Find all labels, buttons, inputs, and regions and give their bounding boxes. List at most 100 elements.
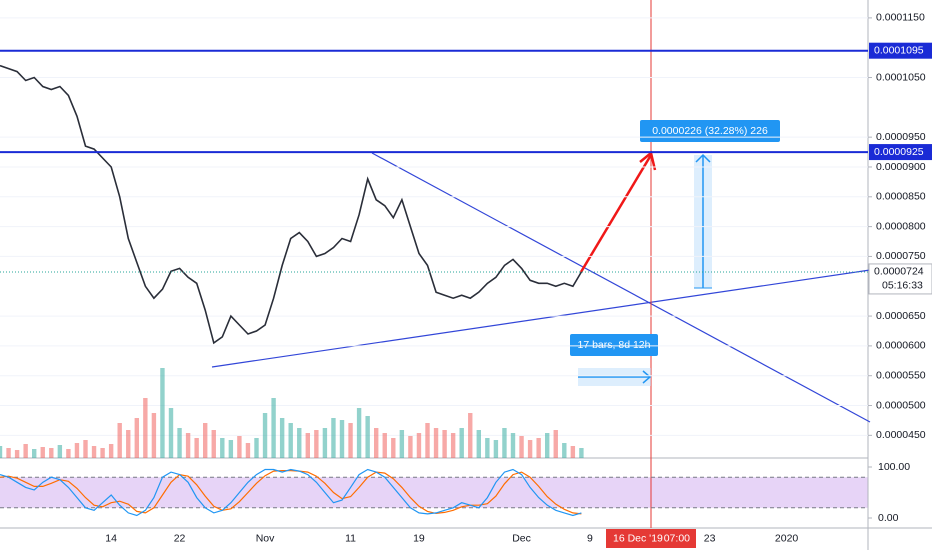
volume-bar bbox=[126, 430, 131, 458]
x-tick-label: Nov bbox=[256, 532, 275, 544]
volume-bar bbox=[519, 436, 524, 458]
crosshair-time: 07:00 bbox=[664, 532, 690, 544]
volume-bar bbox=[23, 444, 28, 458]
volume-bar bbox=[245, 443, 251, 458]
x-tick-label: 19 bbox=[413, 532, 425, 544]
volume-bar bbox=[374, 428, 379, 458]
crosshair-date-box bbox=[606, 529, 696, 548]
y-tick-label: 0.0000500 bbox=[876, 399, 926, 411]
trendline-lower bbox=[211, 269, 871, 368]
volume-bar bbox=[305, 433, 310, 458]
volume-bar bbox=[476, 430, 481, 458]
volume-bar bbox=[0, 446, 3, 458]
volume-bar bbox=[322, 428, 328, 458]
volume-bar bbox=[134, 418, 139, 458]
x-tick-label: 2020 bbox=[775, 532, 799, 544]
volume-bar bbox=[83, 440, 88, 458]
volume-bar bbox=[177, 428, 182, 458]
projection-arrow bbox=[579, 154, 653, 273]
range-arrow-head bbox=[642, 370, 652, 384]
volume-bar bbox=[433, 428, 439, 458]
volume-bar bbox=[108, 444, 114, 458]
volume-bar bbox=[502, 428, 507, 458]
volume-bar bbox=[485, 438, 490, 458]
level-label-box bbox=[869, 144, 932, 161]
volume-bar bbox=[271, 398, 276, 458]
volume-bar bbox=[348, 423, 353, 458]
volume-bar bbox=[220, 438, 225, 458]
volume-bar bbox=[203, 423, 208, 458]
volume-bar bbox=[399, 430, 405, 458]
volume-bar bbox=[14, 450, 20, 458]
x-tick-label: 9 bbox=[587, 532, 593, 544]
x-tick-label: 22 bbox=[174, 532, 186, 544]
volume-bar bbox=[66, 449, 71, 458]
last-price-box bbox=[868, 263, 932, 295]
y-tick-label: 0.0000900 bbox=[876, 161, 926, 173]
last-price-label: 0.0000724 bbox=[874, 266, 924, 278]
volume-bar bbox=[91, 446, 97, 458]
y-tick-label: 0.0000750 bbox=[876, 250, 926, 262]
volume-bar bbox=[143, 398, 148, 458]
volume-bar bbox=[331, 418, 336, 458]
volume-bar bbox=[160, 368, 165, 458]
volume-bar bbox=[391, 438, 396, 458]
volume-bar bbox=[468, 413, 473, 458]
volume-bar bbox=[100, 448, 105, 458]
volume-bar bbox=[416, 433, 422, 458]
y-tick-label: 0.0000800 bbox=[876, 220, 926, 232]
volume-bar bbox=[536, 438, 541, 458]
level-label-box bbox=[869, 42, 932, 59]
volume-bar bbox=[545, 433, 550, 458]
volume-bar bbox=[450, 433, 456, 458]
range-label-box bbox=[570, 334, 658, 356]
level-label: 0.0001095 bbox=[874, 44, 924, 56]
volume-bar bbox=[408, 436, 413, 458]
volume-bar bbox=[254, 438, 259, 458]
volume-bar bbox=[297, 428, 302, 458]
y-tick-label: 0.0001150 bbox=[876, 12, 925, 24]
x-tick-label: Dec bbox=[512, 532, 531, 544]
y-tick-label: 0.0000600 bbox=[876, 340, 926, 352]
range-label: 17 bars, 8d 12h bbox=[578, 339, 651, 351]
crosshair-date: 16 Dec '19 bbox=[613, 532, 663, 544]
volume-bar bbox=[510, 433, 516, 458]
volume-bar bbox=[57, 445, 63, 458]
volume-bar bbox=[288, 423, 293, 458]
y-tick-label: 100.00 bbox=[878, 461, 910, 473]
y-tick-label: 0.0000650 bbox=[876, 310, 926, 322]
volume-bar bbox=[262, 413, 268, 458]
volume-bar bbox=[579, 448, 584, 458]
volume-bar bbox=[40, 447, 45, 458]
measure-label: 0.0000226 (32.28%) 226 bbox=[652, 125, 768, 137]
level-label: 0.0000925 bbox=[874, 146, 924, 158]
measure-arrow-head bbox=[695, 153, 711, 163]
volume-bar bbox=[570, 446, 576, 458]
volume-bar bbox=[425, 423, 430, 458]
volume-bar bbox=[553, 430, 558, 458]
volume-bar bbox=[339, 420, 345, 458]
oscillator-d bbox=[0, 470, 582, 515]
volume-bar bbox=[356, 408, 362, 458]
volume-bar bbox=[185, 433, 191, 458]
y-tick-label: 0.0000450 bbox=[876, 429, 926, 441]
x-tick-label: 23 bbox=[704, 532, 716, 544]
volume-bar bbox=[74, 443, 80, 458]
oscillator-k bbox=[0, 468, 582, 517]
volume-bar bbox=[194, 438, 199, 458]
volume-bar bbox=[527, 440, 533, 458]
y-tick-label: 0.0000550 bbox=[876, 369, 926, 381]
trendline-upper bbox=[371, 152, 871, 423]
volume-bar bbox=[32, 449, 37, 458]
volume-bar bbox=[117, 423, 122, 458]
volume-bar bbox=[168, 408, 174, 458]
measure-label-box bbox=[640, 120, 780, 142]
volume-bar bbox=[314, 430, 319, 458]
volume-bar bbox=[228, 440, 234, 458]
volume-bar bbox=[459, 428, 464, 458]
volume-bar bbox=[382, 433, 387, 458]
x-tick-label: 14 bbox=[105, 532, 117, 544]
countdown: 05:16:33 bbox=[882, 280, 923, 292]
